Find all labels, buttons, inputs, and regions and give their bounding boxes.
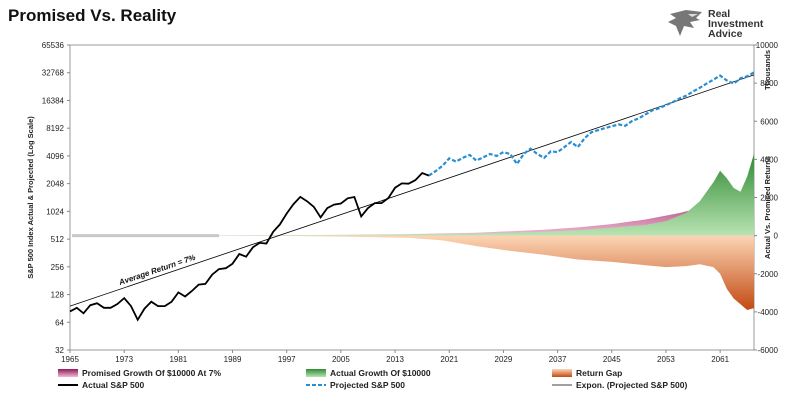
brand-line-3: Advice bbox=[708, 28, 743, 40]
x-tick-label: 1973 bbox=[115, 355, 133, 364]
y-tick-label: 8192 bbox=[46, 124, 64, 133]
y-tick-label: 64 bbox=[55, 318, 64, 327]
y2-tick-label: 4000 bbox=[760, 155, 778, 164]
legend-swatch bbox=[552, 369, 572, 377]
plot-area bbox=[69, 44, 755, 351]
legend-swatch bbox=[306, 369, 326, 377]
x-tick-label: 2053 bbox=[657, 355, 675, 364]
y2-tick-label: 0 bbox=[774, 232, 779, 241]
legend-label: Return Gap bbox=[576, 368, 622, 378]
x-tick-label: 2045 bbox=[603, 355, 621, 364]
y2-tick-label: -4000 bbox=[758, 308, 779, 317]
y-tick-label: 512 bbox=[51, 235, 65, 244]
x-tick-label: 2061 bbox=[711, 355, 729, 364]
eagle-logo-icon bbox=[668, 10, 702, 36]
plot-frame bbox=[69, 44, 755, 351]
actual-growth-area bbox=[219, 153, 754, 236]
x-tick-label: 1965 bbox=[61, 355, 79, 364]
area-layer bbox=[72, 153, 754, 310]
y-tick-label: 65536 bbox=[42, 41, 65, 50]
y2-tick-label: 8000 bbox=[760, 79, 778, 88]
actual-sp500-line bbox=[69, 171, 430, 322]
y-tick-label: 16384 bbox=[42, 96, 65, 105]
x-tick-label: 2029 bbox=[495, 355, 513, 364]
y-tick-label: 4096 bbox=[46, 152, 64, 161]
x-tick-label: 1997 bbox=[278, 355, 296, 364]
brand-line-1: Real bbox=[708, 8, 731, 20]
y-tick-label: 32768 bbox=[42, 69, 65, 78]
legend-label: Promised Growth Of $10000 At 7% bbox=[82, 368, 221, 378]
brand-name: Real Investment Advice bbox=[708, 8, 764, 40]
y2-tick-label: -6000 bbox=[758, 346, 779, 355]
x-tick-label: 2005 bbox=[332, 355, 350, 364]
return-gap-area bbox=[219, 235, 754, 310]
x-tick-label: 2037 bbox=[549, 355, 567, 364]
legend-label: Actual S&P 500 bbox=[82, 380, 144, 390]
x-tick-label: 1989 bbox=[224, 355, 242, 364]
axis-layer: 32 64 128 256 512 1024 2048 4096 8192 16384 32768 6… bbox=[26, 41, 779, 364]
x-tick-label: 2021 bbox=[440, 355, 458, 364]
promised-growth-area bbox=[219, 188, 754, 236]
y-tick-label: 256 bbox=[51, 263, 65, 272]
y2-tick-label: 2000 bbox=[760, 194, 778, 203]
y2-units-label: Thousands bbox=[763, 50, 772, 90]
x-tick-label: 1981 bbox=[169, 355, 187, 364]
legend-label: Projected S&P 500 bbox=[330, 380, 405, 390]
x-tick-label: 2013 bbox=[386, 355, 404, 364]
chart-title: Promised Vs. Reality bbox=[8, 6, 177, 25]
y-axis-title: S&P 500 Index Actual & Projected (Log Sc… bbox=[26, 116, 35, 279]
projected-sp500-line bbox=[428, 71, 755, 177]
y2-tick-label: 10000 bbox=[756, 41, 779, 50]
legend-label: Actual Growth Of $10000 bbox=[330, 368, 431, 378]
y-tick-label: 128 bbox=[51, 291, 65, 300]
y-tick-label: 2048 bbox=[46, 180, 64, 189]
y2-tick-label: 6000 bbox=[760, 117, 778, 126]
y-tick-label: 32 bbox=[55, 346, 64, 355]
y2-axis-title: Actual Vs. Promised Returns bbox=[763, 156, 772, 259]
legend: Promised Growth Of $10000 At 7% Actual Gr… bbox=[58, 368, 687, 390]
y-tick-label: 1024 bbox=[46, 207, 64, 216]
y2-tick-label: -2000 bbox=[758, 270, 779, 279]
brand-logo: Real Investment Advice bbox=[666, 6, 778, 44]
brand-line-2: Investment bbox=[708, 18, 764, 30]
legend-swatch bbox=[58, 369, 78, 377]
legend-label: Expon. (Projected S&P 500) bbox=[576, 380, 687, 390]
trend-line bbox=[69, 74, 755, 307]
